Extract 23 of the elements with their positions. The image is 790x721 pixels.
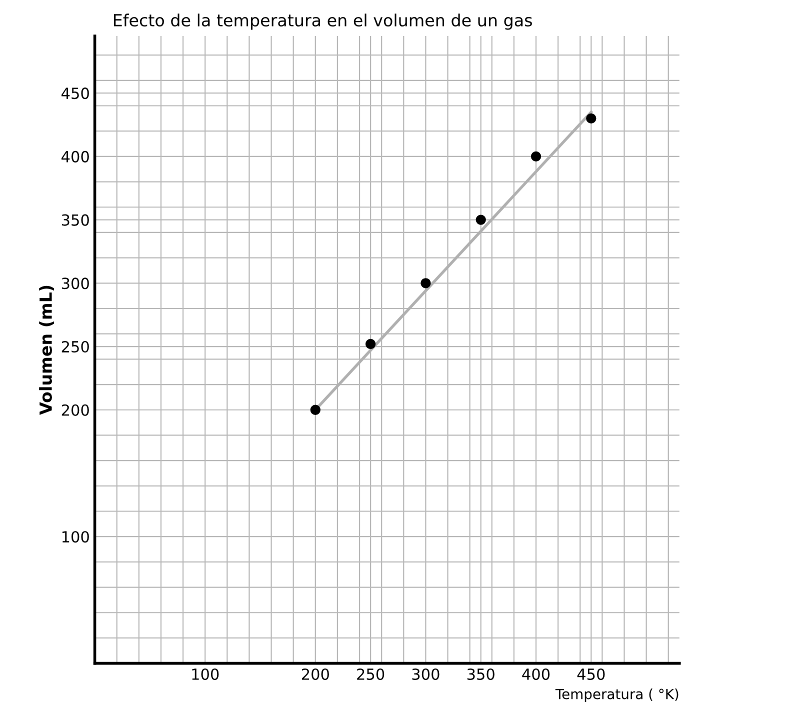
y-tick-label: 250 [62, 340, 89, 353]
x-tick-label: 450 [577, 668, 605, 680]
x-tick-label: 100 [192, 668, 219, 680]
point [420, 278, 431, 288]
point [365, 338, 376, 350]
y-tick-label: 350 [62, 214, 89, 226]
chart-title: Efecto de la temperatura en el volumen de un gas [114, 14, 532, 30]
x-tick-label: 300 [412, 668, 440, 680]
point [530, 151, 542, 162]
point [476, 214, 486, 225]
y-tick-label: 400 [62, 150, 89, 162]
x-tick-label: 200 [302, 668, 329, 680]
y-tick-label: 300 [62, 278, 89, 290]
x-tick-label: 400 [522, 668, 550, 680]
y-tick-label: 450 [62, 88, 89, 100]
y-tick-label: 200 [62, 404, 89, 416]
y-tick-label: 100 [62, 531, 89, 543]
y-axis-title: Volumen (mL) [39, 286, 54, 415]
point [586, 113, 596, 124]
x-tick-label: 250 [357, 668, 384, 680]
point [310, 404, 320, 415]
x-tick-label: 350 [467, 668, 494, 680]
x-axis-title: Temperatura ( °K) [555, 688, 678, 702]
